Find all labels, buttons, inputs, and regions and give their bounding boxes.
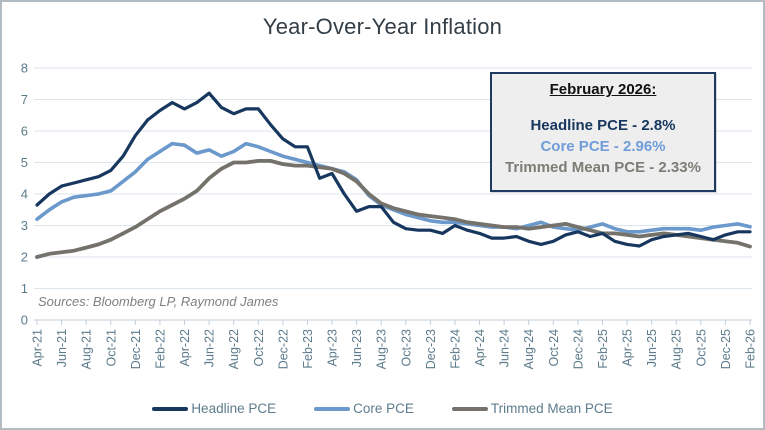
y-axis-tick-label: 2: [21, 250, 28, 265]
callout-trimmed-mean-pce-value: Trimmed Mean PCE - 2.33%: [505, 159, 701, 176]
x-axis-tick-label: Oct-24: [547, 329, 561, 367]
source-note: Sources: Bloomberg LP, Raymond James: [38, 294, 279, 309]
x-axis-tick-label: Oct-21: [104, 329, 118, 367]
x-axis-tick-label: Dec-24: [571, 329, 585, 369]
y-axis-tick-label: 4: [21, 187, 28, 202]
y-axis-tick-label: 7: [21, 92, 28, 107]
x-axis-tick-label: Dec-23: [424, 329, 438, 369]
svg-text:Aug-22: Aug-22: [227, 329, 241, 369]
x-axis-tick-label: Apr-23: [326, 329, 340, 367]
svg-text:Jun-22: Jun-22: [203, 329, 217, 367]
x-axis-tick-label: Aug-24: [522, 329, 536, 369]
x-axis-tick-label: Feb-24: [448, 329, 462, 369]
legend-label: Trimmed Mean PCE: [490, 401, 613, 416]
x-axis-tick-label: Jun-22: [203, 329, 217, 367]
svg-text:Oct-22: Oct-22: [252, 329, 266, 367]
svg-text:Jun-25: Jun-25: [645, 329, 659, 367]
legend-label: Headline PCE: [191, 401, 277, 416]
x-axis-tick-label: Jun-25: [645, 329, 659, 367]
svg-text:Feb-24: Feb-24: [448, 329, 462, 369]
svg-text:Oct-25: Oct-25: [694, 329, 708, 367]
svg-text:Feb-25: Feb-25: [596, 329, 610, 369]
svg-text:Feb-22: Feb-22: [153, 329, 167, 369]
svg-text:Jun-24: Jun-24: [498, 329, 512, 367]
callout-headline-pce-value: Headline PCE - 2.8%: [530, 117, 676, 134]
y-axis-tick-label: 8: [21, 61, 28, 76]
legend-item-core-pce: Core PCE: [314, 401, 414, 416]
svg-text:Dec-23: Dec-23: [424, 329, 438, 369]
y-axis-tick-label: 1: [21, 281, 28, 296]
trimmed-mean-pce-line: [35, 158, 752, 259]
svg-text:Apr-21: Apr-21: [31, 329, 45, 367]
x-axis-tick-label: Apr-21: [31, 329, 45, 367]
svg-text:Dec-25: Dec-25: [719, 329, 733, 369]
svg-text:Apr-23: Apr-23: [326, 329, 340, 367]
svg-text:Dec-24: Dec-24: [571, 329, 585, 369]
x-axis-tick-label: Oct-25: [694, 329, 708, 367]
svg-text:Jun-23: Jun-23: [350, 329, 364, 367]
x-axis-tick-label: Aug-23: [375, 329, 389, 369]
svg-text:Apr-22: Apr-22: [178, 329, 192, 367]
x-axis-tick-label: Jun-21: [55, 329, 69, 367]
trimmed-mean-pce-line-swatch-icon: [451, 406, 488, 411]
x-axis-tick-label: Dec-25: [719, 329, 733, 369]
x-axis-tick-label: Feb-23: [301, 329, 315, 369]
svg-text:Apr-25: Apr-25: [621, 329, 635, 367]
headline-pce-line-swatch-icon: [152, 406, 189, 411]
svg-text:Aug-21: Aug-21: [80, 329, 94, 369]
x-axis-tick-label: Aug-25: [670, 329, 684, 369]
x-axis-tick-label: Jun-23: [350, 329, 364, 367]
svg-text:Aug-24: Aug-24: [522, 329, 536, 369]
callout-box: February 2026: Headline PCE - 2.8% Core …: [490, 72, 716, 192]
x-axis-tick-label: Jun-24: [498, 329, 512, 367]
x-axis-tick-label: Apr-22: [178, 329, 192, 367]
x-axis-tick-label: Oct-23: [399, 329, 413, 367]
svg-text:Feb-26: Feb-26: [744, 329, 758, 369]
x-axis-tick-label: Apr-25: [621, 329, 635, 367]
svg-text:Apr-24: Apr-24: [473, 329, 487, 367]
y-axis-tick-label: 5: [21, 155, 28, 170]
x-axis-tick-label: Dec-22: [276, 329, 290, 369]
svg-text:Feb-23: Feb-23: [301, 329, 315, 369]
core-pce-line-swatch-icon: [314, 406, 351, 411]
x-axis-tick-label: Aug-22: [227, 329, 241, 369]
y-axis-tick-label: 0: [21, 313, 28, 328]
headline-pce-line: [35, 91, 752, 248]
x-axis-tick-label: Feb-26: [744, 329, 758, 369]
svg-text:Dec-21: Dec-21: [129, 329, 143, 369]
y-axis-tick-label: 6: [21, 124, 28, 139]
svg-text:Dec-22: Dec-22: [276, 329, 290, 369]
x-axis-tick-label: Aug-21: [80, 329, 94, 369]
svg-text:Aug-25: Aug-25: [670, 329, 684, 369]
legend-item-trimmed-mean-pce: Trimmed Mean PCE: [451, 401, 613, 416]
x-axis-tick-label: Dec-21: [129, 329, 143, 369]
chart-title: Year-Over-Year Inflation: [262, 14, 503, 39]
callout-core-pce-value: Core PCE - 2.96%: [540, 138, 666, 155]
legend-item-headline-pce: Headline PCE: [152, 401, 276, 416]
svg-text:Oct-23: Oct-23: [399, 329, 413, 367]
x-axis-tick-label: Feb-22: [153, 329, 167, 369]
svg-text:Oct-21: Oct-21: [104, 329, 118, 367]
legend-label: Core PCE: [353, 401, 414, 416]
x-axis-tick-label: Feb-25: [596, 329, 610, 369]
callout-title: February 2026:: [549, 81, 657, 98]
chart-legend: Headline PCE Core PCE Trimmed Mean PCE: [2, 401, 763, 416]
y-axis-tick-label: 3: [21, 218, 28, 233]
x-axis-tick-label: Oct-22: [252, 329, 266, 367]
svg-text:Oct-24: Oct-24: [547, 329, 561, 367]
x-axis-tick-label: Apr-24: [473, 329, 487, 367]
svg-text:Aug-23: Aug-23: [375, 329, 389, 369]
svg-text:Jun-21: Jun-21: [55, 329, 69, 367]
